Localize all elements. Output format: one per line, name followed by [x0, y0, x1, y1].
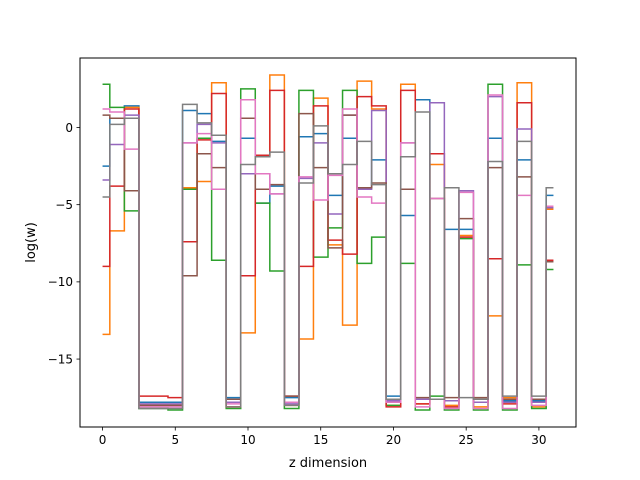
plot-frame — [79, 57, 577, 428]
series-8-line — [102, 103, 554, 410]
x-tick-label: 0 — [99, 433, 107, 447]
x-tick-label: 30 — [531, 433, 546, 447]
x-tick-label: 15 — [313, 433, 328, 447]
y-axis-label: log(w) — [24, 222, 39, 263]
x-tick-label: 20 — [386, 433, 401, 447]
x-tick-label: 25 — [459, 433, 474, 447]
y-tick-label: −10 — [48, 275, 73, 289]
x-axis: 0 5 10 15 20 25 30 — [99, 427, 547, 447]
y-tick-label: −5 — [55, 198, 73, 212]
x-tick-label: 5 — [171, 433, 179, 447]
x-tick-label: 10 — [240, 433, 255, 447]
y-tick-label: −15 — [48, 352, 73, 366]
y-tick-label: 0 — [65, 121, 73, 135]
series-6-line — [102, 112, 554, 407]
y-axis: −15 −10 −5 0 — [48, 121, 80, 366]
series-2-line — [102, 74, 554, 408]
series-layer — [102, 74, 554, 411]
x-axis-label: z dimension — [289, 456, 367, 471]
series-7-line — [102, 94, 554, 410]
